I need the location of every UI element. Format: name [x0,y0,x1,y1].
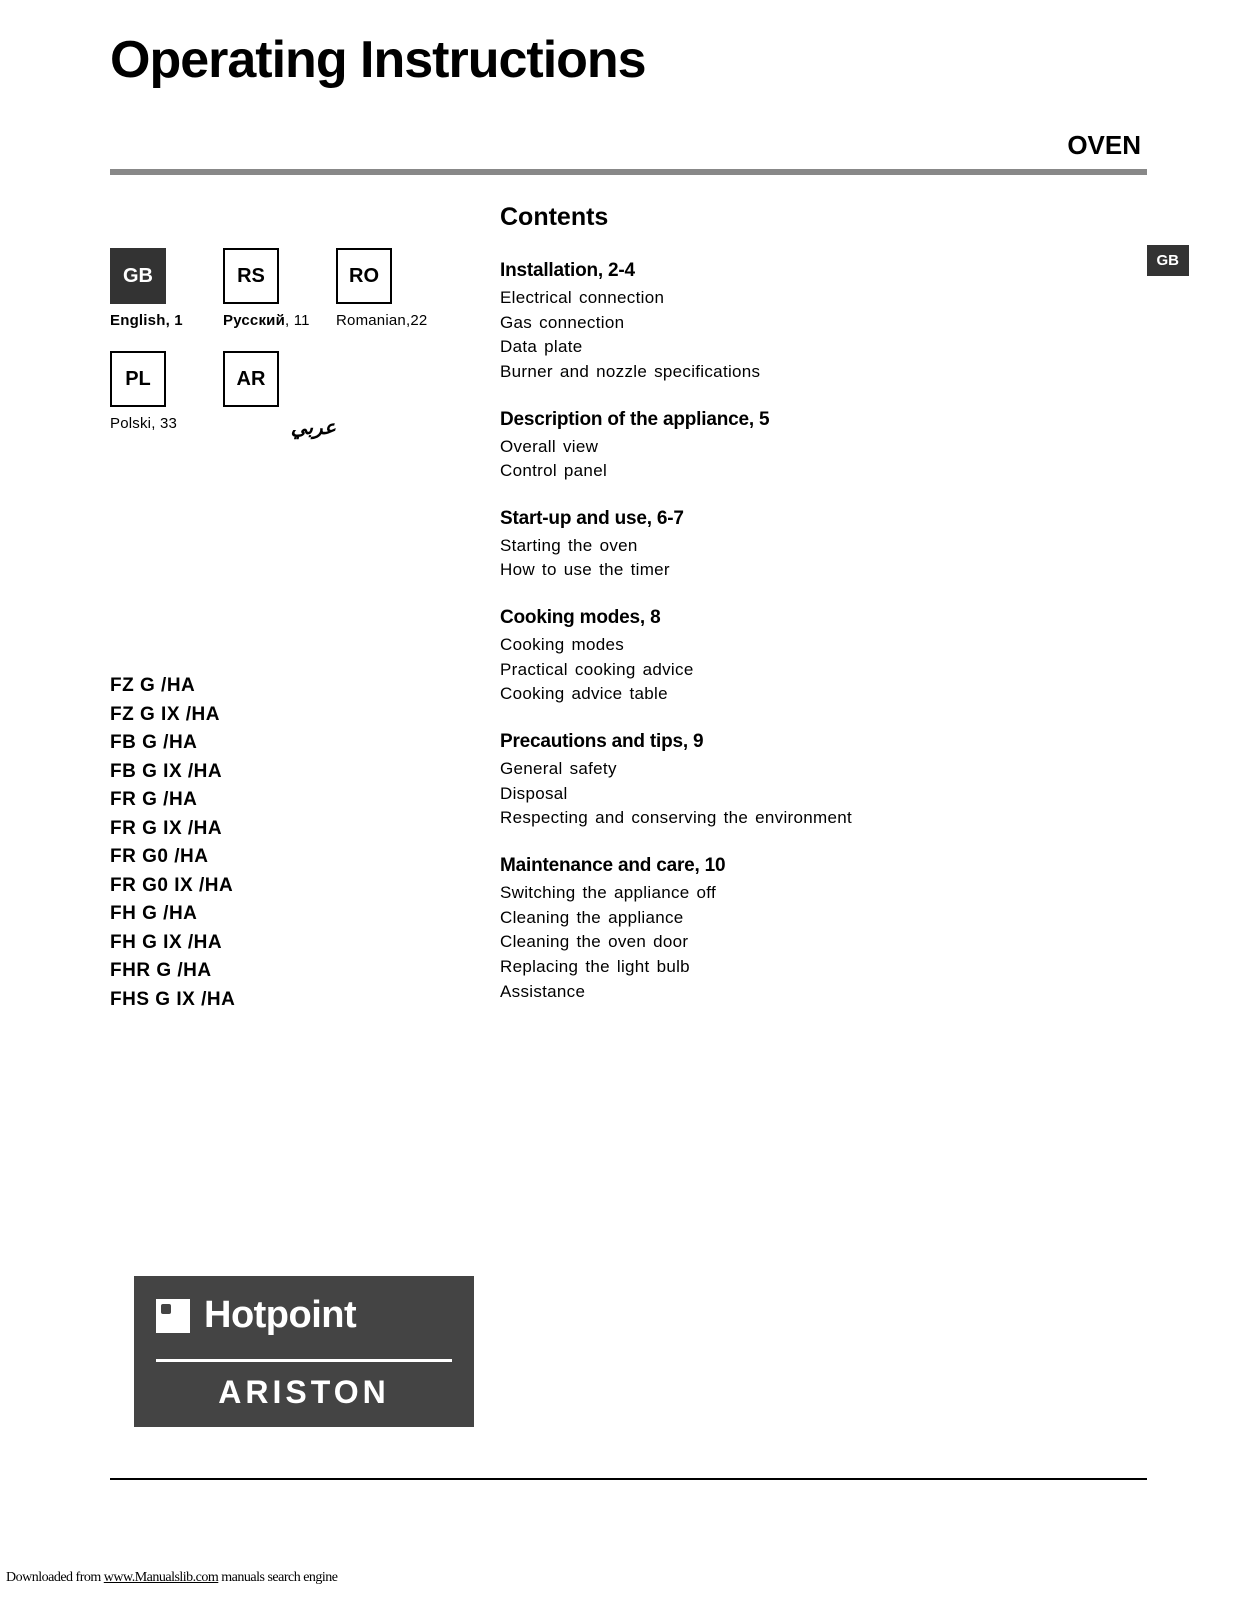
toc-item: Cleaning the oven door [500,930,1147,955]
toc-item: Replacing the light bulb [500,955,1147,980]
toc-item: Cooking modes [500,633,1147,658]
header-divider [110,169,1147,175]
toc-item: Practical cooking advice [500,658,1147,683]
toc-item: Switching the appliance off [500,881,1147,906]
toc-item: Starting the oven [500,534,1147,559]
language-box-rs[interactable]: RS [223,248,279,304]
toc-item: Respecting and conserving the environmen… [500,806,1147,831]
toc-item: Overall view [500,435,1147,460]
language-side-badge: GB [1147,245,1190,276]
language-cell: RS Русский, 11 [223,248,336,329]
language-label: Polski, 33 [110,415,223,432]
toc-section-heading: Description of the appliance, 5 [500,409,1147,431]
model-number: FR G0 IX /HA [110,872,450,901]
model-number: FB G /HA [110,729,450,758]
download-footer: Downloaded from www.Manualslib.com manua… [6,1570,338,1586]
toc-section: Cooking modes, 8 Cooking modesPractical c… [500,607,1147,707]
toc-section: Installation, 2-4 Electrical connectionGa… [500,260,1147,385]
model-number: FH G /HA [110,900,450,929]
toc-section: Maintenance and care, 10 Switching the ap… [500,855,1147,1004]
toc-item: Gas connection [500,311,1147,336]
model-number: FZ G /HA [110,672,450,701]
ariston-wordmark: ARISTON [156,1374,452,1411]
language-label: Русский, 11 [223,312,336,329]
toc-section-heading: Start-up and use, 6-7 [500,508,1147,530]
toc-item: Burner and nozzle specifications [500,360,1147,385]
toc-item: How to use the timer [500,558,1147,583]
language-box-ro[interactable]: RO [336,248,392,304]
model-number: FR G IX /HA [110,815,450,844]
toc-item: Cooking advice table [500,682,1147,707]
hotpoint-wordmark: Hotpoint [204,1294,356,1337]
model-number: FHR G /HA [110,957,450,986]
page-title: Operating Instructions [110,30,1147,90]
toc-item: Electrical connection [500,286,1147,311]
language-label: English, 1 [110,312,223,329]
footer-suffix: manuals search engine [218,1570,337,1585]
language-cell: RO Romanian,22 [336,248,449,329]
contents-sections: Installation, 2-4 Electrical connectionGa… [500,260,1147,1004]
footer-prefix: Downloaded from [6,1570,104,1585]
model-number: FB G IX /HA [110,758,450,787]
hotpoint-logo-icon [156,1299,190,1333]
language-cell: PL Polski, 33 [110,351,223,440]
toc-section: Start-up and use, 6-7 Starting the ovenHo… [500,508,1147,583]
toc-item: Cleaning the appliance [500,906,1147,931]
language-box-gb[interactable]: GB [110,248,166,304]
toc-item: Disposal [500,782,1147,807]
language-box-pl[interactable]: PL [110,351,166,407]
brand-logo-block: Hotpoint ARISTON [134,1276,474,1427]
toc-item: Assistance [500,980,1147,1005]
toc-item: Data plate [500,335,1147,360]
toc-section-heading: Precautions and tips, 9 [500,731,1147,753]
language-grid: GB English, 1RS Русский, 11RO Romanian,22 PL… [110,248,450,462]
toc-section: Description of the appliance, 5 Overall v… [500,409,1147,484]
manualslib-link[interactable]: www.Manualslib.com [104,1570,219,1585]
toc-section: Precautions and tips, 9 General safetyDis… [500,731,1147,831]
model-number: FZ G IX /HA [110,701,450,730]
model-number: FR G0 /HA [110,843,450,872]
bottom-rule [110,1478,1147,1480]
toc-section-heading: Cooking modes, 8 [500,607,1147,629]
model-number: FH G IX /HA [110,929,450,958]
language-cell: GB English, 1 [110,248,223,329]
toc-item: General safety [500,757,1147,782]
language-label: Romanian,22 [336,312,449,329]
language-box-ar[interactable]: AR [223,351,279,407]
model-number: FHS G IX /HA [110,986,450,1015]
language-label: عربي [223,415,336,440]
model-list: FZ G /HAFZ G IX /HAFB G /HAFB G IX /HAFR… [110,672,450,1014]
toc-section-heading: Maintenance and care, 10 [500,855,1147,877]
model-number: FR G /HA [110,786,450,815]
page-subtitle: OVEN [110,130,1147,161]
language-cell: AR عربي [223,351,336,440]
toc-item: Control panel [500,459,1147,484]
contents-heading: Contents [500,203,1147,232]
toc-section-heading: Installation, 2-4 [500,260,1147,282]
logo-divider [156,1359,452,1362]
